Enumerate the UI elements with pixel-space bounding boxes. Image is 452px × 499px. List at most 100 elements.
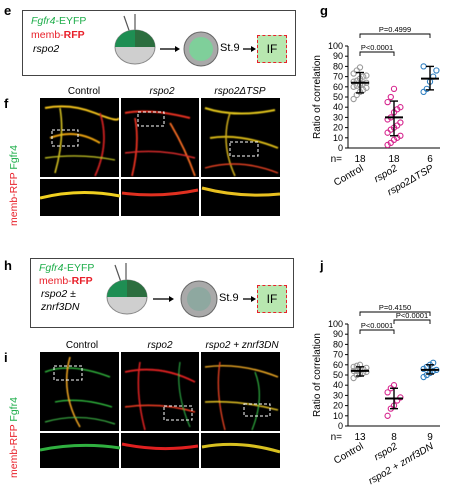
p-value-label: P=0.4999: [379, 25, 411, 34]
if-label: IF: [266, 292, 278, 306]
data-point: [423, 85, 430, 92]
y-tick-label: 90: [333, 329, 343, 339]
y-tick-label: 0: [338, 421, 343, 431]
schematic-e-drawing: [114, 14, 256, 67]
n-value: 9: [427, 432, 433, 443]
y-tick-label: 20: [333, 401, 343, 411]
panel-label-e: e: [4, 3, 12, 18]
data-point: [420, 88, 427, 96]
y-tick-label: 100: [328, 41, 343, 51]
significance-bracket: [359, 311, 431, 316]
y-tick-label: 20: [333, 123, 343, 133]
y-tick-label: 50: [333, 92, 343, 102]
if-box: IF: [257, 35, 287, 63]
y-tick-label: 40: [333, 380, 343, 390]
col-title-control: Control: [65, 340, 99, 351]
n-label: n=: [331, 432, 343, 443]
p-value-label: P<0.0001: [396, 311, 428, 320]
data-point: [384, 389, 391, 396]
n-value: 18: [354, 154, 366, 165]
data-point: [384, 98, 391, 106]
if-label: IF: [266, 42, 278, 56]
p-value-label: P=0.4150: [379, 303, 411, 312]
panel-label-f: f: [4, 96, 9, 111]
col-title-rspo2-znrf3: rspo2 + znrf3DN: [205, 340, 279, 351]
data-point: [350, 70, 357, 77]
n-label: n=: [331, 154, 343, 165]
data-point: [350, 78, 357, 85]
y-tick-label: 90: [333, 51, 343, 61]
data-point: [397, 104, 404, 111]
data-point: [420, 63, 427, 70]
panel-label-g: g: [320, 3, 328, 18]
y-tick-label: 40: [333, 102, 343, 112]
y-tick-label: 0: [338, 143, 343, 153]
injection-label: rspo2 ±: [41, 288, 76, 300]
y-tick-label: 60: [333, 82, 343, 92]
rfp-label: RFP: [71, 275, 93, 287]
x-tick-label: Control: [332, 441, 365, 467]
schematic-box-e: Fgfr4-EYFP memb-RFP rspo2 St.9 IF: [22, 10, 296, 76]
y-tick-label: 30: [333, 390, 343, 400]
schematic-h-drawing: [106, 263, 256, 318]
y-tick-label: 10: [333, 133, 343, 143]
y-axis-label: Ratio of correlation: [312, 333, 323, 417]
data-point: [356, 64, 364, 71]
if-box: IF: [257, 285, 287, 313]
schematic-box-h: Fgfr4-EYFP memb-RFP rspo2 ± znrf3DN St.9…: [30, 258, 294, 328]
y-tick-label: 50: [333, 370, 343, 380]
gene-suffix: -EYFP: [63, 262, 95, 274]
data-point: [384, 412, 391, 419]
side-label-i: memb-RFP Fgfr4: [8, 397, 20, 478]
x-tick-label: Control: [332, 163, 365, 189]
panel-label-i: i: [4, 350, 8, 365]
y-axis-label: Ratio of correlation: [312, 55, 323, 139]
data-point: [397, 394, 404, 401]
n-value: 8: [391, 432, 397, 443]
data-point: [350, 374, 357, 382]
data-point: [387, 93, 394, 101]
data-point: [353, 362, 360, 369]
panel-label-h: h: [4, 258, 12, 273]
y-tick-label: 30: [333, 112, 343, 122]
injection-label: rspo2: [33, 43, 60, 55]
gene-name: Fgfr4: [39, 262, 64, 274]
y-tick-label: 60: [333, 360, 343, 370]
n-value: 18: [388, 154, 400, 165]
n-value: 6: [427, 154, 433, 165]
stage-label: St.9: [220, 42, 240, 54]
panel-label-j: j: [320, 258, 324, 273]
data-point: [397, 119, 404, 126]
y-tick-label: 80: [333, 61, 343, 71]
y-tick-label: 100: [328, 319, 343, 329]
stage-label: St.9: [219, 292, 239, 304]
col-title-control: Control: [67, 86, 101, 97]
significance-bracket: [359, 51, 395, 56]
memb-prefix: memb-: [31, 29, 64, 41]
n-value: 13: [354, 432, 366, 443]
p-value-label: P<0.0001: [361, 321, 393, 330]
col-title-rspo2: rspo2: [147, 340, 173, 351]
panel-i-micrographs: [40, 352, 280, 468]
y-tick-label: 70: [333, 350, 343, 360]
data-point: [384, 129, 391, 136]
col-title-rspo2-dtsp: rspo2ΔTSP: [214, 86, 266, 97]
data-point: [390, 382, 398, 389]
data-point: [350, 95, 357, 103]
significance-bracket: [359, 329, 395, 334]
data-point: [390, 85, 398, 92]
rfp-label: RFP: [63, 29, 85, 41]
panel-f-micrographs: [40, 98, 280, 216]
p-value-label: P<0.0001: [361, 43, 393, 52]
significance-bracket: [393, 319, 431, 324]
gene-name: Fgfr4: [31, 15, 56, 27]
y-tick-label: 10: [333, 411, 343, 421]
injection-label-2: znrf3DN: [41, 301, 80, 313]
y-tick-label: 70: [333, 72, 343, 82]
side-label-f: memb-RFP Fgfr4: [8, 145, 20, 226]
y-tick-label: 80: [333, 339, 343, 349]
gene-suffix: -EYFP: [55, 15, 87, 27]
data-point: [363, 72, 370, 79]
data-point: [350, 83, 357, 90]
x-tick-label: rspo2 + znrf3DN: [367, 441, 436, 487]
